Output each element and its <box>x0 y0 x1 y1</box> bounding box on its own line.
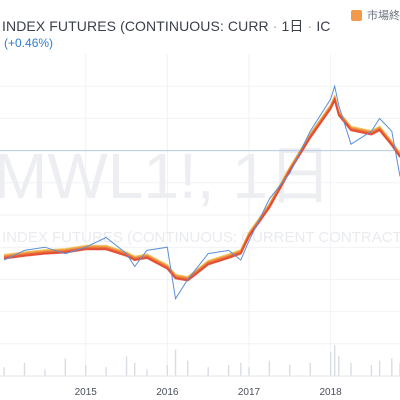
volume-bar <box>391 358 393 376</box>
chart-header: INDEX FUTURES (CONTINUOUS: CURR · 1日 · I… <box>0 0 400 54</box>
price-change-value: +0.46% <box>8 36 50 50</box>
volume-bar <box>289 365 291 376</box>
volume-bar <box>3 367 5 376</box>
x-tick-label: 2016 <box>156 387 179 398</box>
volume-bar <box>44 369 46 376</box>
x-tick-label: 2017 <box>238 387 261 398</box>
volume-bar <box>248 367 250 376</box>
price-line <box>3 84 400 301</box>
market-status-icon <box>351 9 362 21</box>
volume-bar <box>23 362 26 376</box>
market-status-text: 市場終 <box>367 10 400 22</box>
volume-bar <box>240 362 242 376</box>
interval-label: 1日 <box>281 18 304 34</box>
volume-bar <box>133 362 136 376</box>
volume-bar <box>378 360 381 376</box>
volume-bar <box>105 367 107 376</box>
volume-bar <box>207 367 209 376</box>
volume-bar <box>187 360 189 376</box>
separator: · <box>272 18 282 34</box>
symbol-name: INDEX FUTURES (CONTINUOUS: CURR <box>2 18 269 34</box>
volume-bar <box>85 365 87 376</box>
market-status[interactable]: 市場終 <box>351 6 400 24</box>
ma-line <box>3 97 400 282</box>
price-change: (+0.46%) <box>4 36 54 50</box>
volume-bar <box>350 362 352 376</box>
x-tick-label: 2018 <box>319 387 342 398</box>
volume-bar <box>125 356 128 376</box>
volume-bar <box>338 356 340 376</box>
watermark-symbol: MWL1!, 1日 <box>0 140 332 212</box>
volume-bar <box>268 360 271 376</box>
volume-bar <box>370 365 373 376</box>
chart-grid <box>0 54 400 376</box>
volume-bar <box>227 365 230 376</box>
volume-bar <box>333 345 336 376</box>
moving-average-ribbon <box>3 94 400 282</box>
exchange-label: IC <box>316 18 331 34</box>
volume-bars <box>3 345 400 376</box>
volume-bar <box>166 365 169 376</box>
volume-bar <box>329 351 332 376</box>
x-axis: 2015 2016 2017 2018 <box>0 375 400 398</box>
volume-bar <box>309 362 311 376</box>
watermark-name: INDEX FUTURES (CONTINUOUS: CURRENT CONTR… <box>2 229 400 246</box>
symbol-title[interactable]: INDEX FUTURES (CONTINUOUS: CURR · 1日 · I… <box>2 16 331 36</box>
volume-bar <box>146 369 148 376</box>
volume-bar <box>64 358 67 376</box>
x-tick-label: 2015 <box>75 387 98 398</box>
separator: · <box>307 18 317 34</box>
volume-bar <box>174 349 177 376</box>
